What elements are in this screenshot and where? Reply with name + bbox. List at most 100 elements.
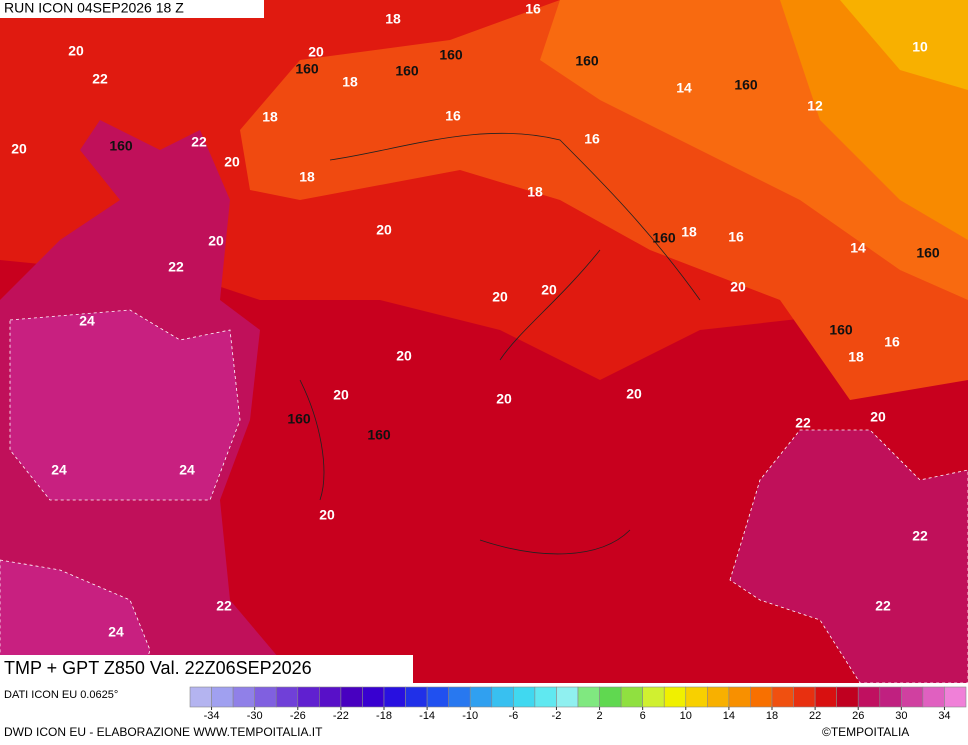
colorbar-tick-label: 26 — [852, 710, 864, 722]
contour-label: 20 — [68, 43, 84, 59]
colorbar-swatch — [232, 686, 255, 708]
contour-label: 16 — [445, 108, 461, 124]
colorbar-tick-label: -30 — [247, 710, 263, 722]
colorbar-tick-label: 34 — [938, 710, 950, 722]
contour-label: 160 — [575, 53, 599, 69]
colorbar-swatch — [189, 686, 212, 708]
title-box — [0, 655, 413, 683]
contour-label: 22 — [216, 598, 232, 614]
contour-label: 20 — [376, 222, 392, 238]
colorbar-swatch — [663, 686, 687, 708]
contour-label: 20 — [208, 233, 224, 249]
contour-label: 160 — [734, 77, 758, 93]
contour-label: 20 — [333, 387, 349, 403]
contour-label: 16 — [525, 1, 541, 17]
colorbar-swatch — [642, 686, 665, 708]
contour-label: 16 — [584, 131, 600, 147]
contour-label: 24 — [79, 313, 95, 329]
contour-label: 18 — [385, 11, 401, 27]
contour-label: 14 — [850, 240, 866, 256]
contour-label: 20 — [11, 141, 27, 157]
colorbar-tick-label: -14 — [419, 710, 435, 722]
colorbar-tick-label: -2 — [552, 710, 562, 722]
colorbar-swatch — [426, 686, 449, 708]
copyright: ©TEMPOITALIA — [822, 725, 909, 739]
contour-label: 160 — [295, 61, 319, 77]
map-title: TMP + GPT Z850 Val. 22Z06SEP2026 — [4, 658, 312, 678]
contour-label: 160 — [439, 47, 463, 63]
contour-label: 22 — [92, 71, 108, 87]
contour-label: 20 — [308, 44, 324, 60]
contour-label: 18 — [262, 109, 278, 125]
colorbar-swatch — [707, 686, 730, 708]
contour-label: 18 — [527, 184, 543, 200]
colorbar-swatch — [469, 686, 493, 708]
field — [9, 309, 241, 501]
colorbar: -34 -30 -26 -22 -18 -14 -10 -6 -2 2 6 10 14 18 22 26 30 3… — [189, 686, 967, 722]
contour-label: 16 — [728, 229, 744, 245]
colorbar-tick-label: 18 — [766, 710, 778, 722]
contour-label: 16 — [884, 334, 900, 350]
colorbar-swatch — [383, 686, 406, 708]
colorbar-swatch — [599, 686, 622, 708]
colorbar-swatch — [750, 686, 773, 708]
colorbar-tick-label: 10 — [680, 710, 692, 722]
colorbar-swatch — [901, 686, 924, 708]
contour-label: 22 — [168, 259, 184, 275]
colorbar-swatch — [275, 686, 299, 708]
colorbar-swatch — [879, 686, 902, 708]
colorbar-tick-label: 22 — [809, 710, 821, 722]
colorbar-tick-label: -10 — [462, 710, 478, 722]
contour-label: 160 — [109, 138, 133, 154]
contour-label: 20 — [730, 279, 746, 295]
field — [840, 0, 968, 90]
contour-label: 20 — [492, 289, 508, 305]
contour-label: 24 — [51, 462, 67, 478]
contour-label: 18 — [681, 224, 697, 240]
contour-label: 24 — [179, 462, 195, 478]
colorbar-swatch — [362, 686, 385, 708]
contour-label: 22 — [912, 528, 928, 544]
data-source: DATI ICON EU 0.0625° — [4, 689, 118, 701]
contour-label: 22 — [875, 598, 891, 614]
colorbar-tick-label: 2 — [596, 710, 602, 722]
colorbar-swatch — [534, 686, 557, 708]
colorbar-swatch — [556, 686, 579, 708]
run-label: RUN ICON 04SEP2026 18 Z — [4, 0, 184, 16]
colorbar-tick-label: -22 — [333, 710, 349, 722]
colorbar-swatch — [771, 686, 794, 708]
contour-label: 18 — [848, 349, 864, 365]
contour-label: 20 — [541, 282, 557, 298]
colorbar-swatch — [297, 686, 320, 708]
colorbar-swatch — [728, 686, 751, 708]
contour-label: 20 — [224, 154, 240, 170]
colorbar-swatch — [685, 686, 708, 708]
contour-label: 22 — [795, 415, 811, 431]
contour-label: 18 — [299, 169, 315, 185]
colorbar-swatch — [922, 686, 945, 708]
colorbar-swatch — [944, 686, 967, 708]
contour-label: 10 — [912, 39, 928, 55]
colorbar-swatch — [620, 686, 643, 708]
contour-label: 20 — [870, 409, 886, 425]
colorbar-swatch — [491, 686, 514, 708]
colorbar-swatch — [857, 686, 881, 708]
contour-label: 20 — [319, 507, 335, 523]
colorbar-swatch — [513, 686, 536, 708]
colorbar-swatch — [211, 686, 234, 708]
contour-label: 160 — [287, 411, 311, 427]
colorbar-tick-label: -34 — [204, 710, 220, 722]
contour-label: 24 — [108, 624, 124, 640]
contour-label: 20 — [396, 348, 412, 364]
colorbar-swatch — [340, 686, 363, 708]
colorbar-tick-label: -26 — [290, 710, 306, 722]
coastline — [299, 132, 701, 555]
field — [729, 429, 968, 684]
contour-label: 20 — [626, 386, 642, 402]
contour-label: 160 — [367, 427, 391, 443]
contour-label: 160 — [652, 230, 676, 246]
